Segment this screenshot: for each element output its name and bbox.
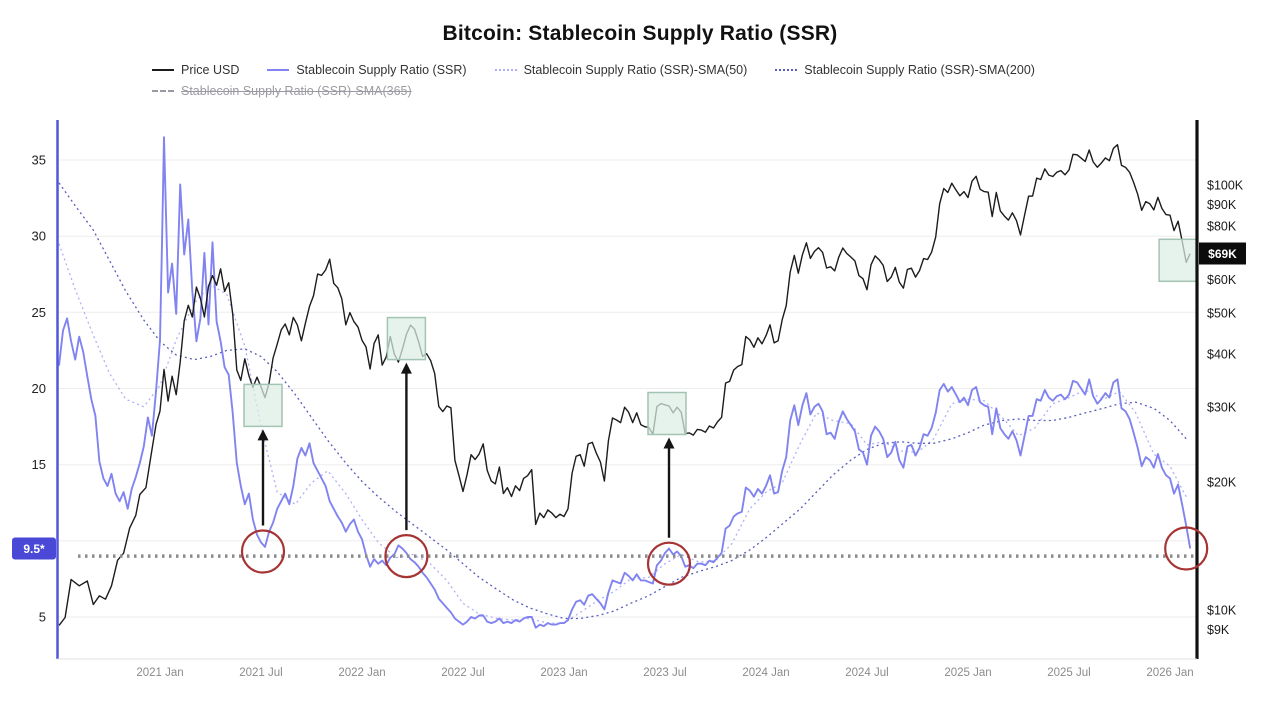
x-tick-label: 2024 Jul (845, 667, 888, 679)
right-tick-label: $30K (1207, 401, 1237, 415)
svg-text:9.5*: 9.5* (23, 542, 45, 556)
legend-item-ssr[interactable]: Stablecoin Supply Ratio (SSR) (267, 63, 467, 77)
right-axis-labels: $100K $90K $80K $60K $50K $40K $30K $20K $10K $9K (1207, 179, 1244, 637)
highlight-box (386, 316, 427, 361)
legend-row-2: Stablecoin Supply Ratio (SSR)-SMA(365) (152, 84, 1250, 98)
ssr-line (58, 136, 1192, 629)
ssr-bottom-circles (240, 526, 1209, 586)
right-tick-label: $20K (1207, 476, 1237, 490)
x-tick-label: 2024 Jan (742, 667, 789, 679)
highlight-circle (1164, 526, 1209, 571)
left-tick-label: 25 (32, 305, 46, 320)
left-tick-label: 35 (32, 153, 46, 168)
right-tick-label: $10K (1207, 604, 1237, 618)
right-tick-label: $9K (1207, 623, 1230, 637)
legend-item-ssr-sma365[interactable]: Stablecoin Supply Ratio (SSR)-SMA(365) (152, 84, 412, 98)
arrow-head (257, 429, 269, 441)
right-tick-label: $40K (1207, 348, 1237, 362)
legend-item-price-usd[interactable]: Price USD (152, 63, 239, 77)
left-tick-label: 30 (32, 229, 46, 244)
left-tick-label: 15 (32, 457, 46, 472)
x-axis-labels: 2021 Jan 2021 Jul 2022 Jan 2022 Jul 2023 Jan… (136, 667, 1193, 679)
legend: Price USD Stablecoin Supply Ratio (SSR) … (152, 63, 1250, 105)
right-tick-label: $90K (1207, 198, 1237, 212)
legend-row-1: Price USD Stablecoin Supply Ratio (SSR) … (152, 63, 1250, 77)
ssr-sma365-line-swatch (152, 90, 174, 92)
left-tick-label: 20 (32, 381, 46, 396)
legend-label-ssr: Stablecoin Supply Ratio (SSR) (296, 63, 467, 77)
highlight-box (243, 383, 283, 428)
ssr-sma50-line-swatch (494, 69, 517, 71)
highlight-circle (240, 529, 286, 574)
legend-item-ssr-sma50[interactable]: Stablecoin Supply Ratio (SSR)-SMA(50) (494, 63, 748, 77)
price-highlight-boxes (243, 238, 1198, 436)
legend-label-price-usd: Price USD (181, 63, 240, 77)
x-tick-label: 2026 Jan (1146, 667, 1193, 679)
highlight-box (1158, 238, 1198, 283)
x-tick-label: 2023 Jul (643, 667, 686, 679)
highlight-circle (646, 541, 692, 586)
legend-item-ssr-sma200[interactable]: Stablecoin Supply Ratio (SSR)-SMA(200) (775, 63, 1035, 77)
svg-text:$69K: $69K (1208, 247, 1237, 261)
x-tick-label: 2022 Jan (338, 667, 385, 679)
x-tick-label: 2022 Jul (441, 667, 484, 679)
legend-label-ssr-sma50: Stablecoin Supply Ratio (SSR)-SMA(50) (523, 63, 748, 77)
x-tick-label: 2021 Jan (136, 667, 183, 679)
price-line-swatch (152, 69, 174, 71)
right-tick-label: $80K (1207, 220, 1237, 234)
right-tick-label: $100K (1207, 179, 1244, 193)
price-line (58, 144, 1191, 626)
ssr-current-marker: 9.5* (12, 537, 56, 560)
gridlines (57, 159, 1196, 618)
chart-title: Bitcoin: Stablecoin Supply Ratio (SSR) (442, 22, 838, 45)
x-tick-label: 2021 Jul (239, 667, 282, 679)
annotation-arrows (257, 362, 675, 538)
highlight-circle (384, 533, 429, 579)
price-current-marker: $69K (1199, 242, 1246, 265)
legend-label-ssr-sma200: Stablecoin Supply Ratio (SSR)-SMA(200) (804, 63, 1035, 77)
ssr-sma200-line-swatch (775, 69, 798, 71)
ssr-line-swatch (267, 69, 290, 71)
highlight-box (647, 391, 687, 436)
right-tick-label: $60K (1207, 273, 1237, 287)
x-tick-label: 2025 Jan (944, 667, 991, 679)
right-tick-label: $50K (1207, 306, 1237, 320)
x-tick-label: 2023 Jan (540, 667, 587, 679)
legend-label-ssr-sma365: Stablecoin Supply Ratio (SSR)-SMA(365) (181, 84, 412, 98)
arrow-head (400, 362, 412, 374)
left-tick-label: 5 (39, 610, 46, 625)
ssr-sma50-line (58, 243, 1187, 624)
left-axis-labels: 35 30 25 20 15 5 (32, 153, 46, 625)
x-tick-label: 2025 Jul (1047, 667, 1090, 679)
ssr-sma200-line (58, 182, 1187, 620)
arrow-head (663, 437, 675, 449)
